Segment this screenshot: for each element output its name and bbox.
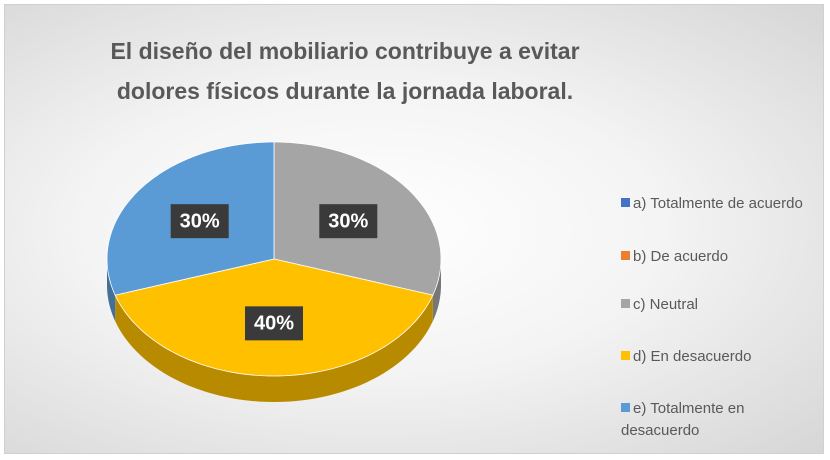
data-label: 40% (254, 313, 294, 335)
legend-item: d) En desacuerdo (621, 346, 816, 368)
legend-label: e) Totalmente en desacuerdo (621, 400, 745, 439)
legend-label: b) De acuerdo (633, 248, 729, 265)
legend-item: c) Neutral (621, 294, 816, 316)
legend-swatch (621, 251, 630, 260)
pie-chart: 30% 40% 30% (106, 141, 442, 402)
legend-label: a) Totalmente de acuerdo (633, 195, 803, 212)
legend-swatch (621, 351, 630, 360)
data-label: 30% (328, 210, 368, 232)
legend-item: e) Totalmente en desacuerdo (621, 398, 816, 442)
chart-area: El diseño del mobiliario contribuye a ev… (4, 4, 824, 454)
slice-side (107, 259, 116, 322)
chart-title: El diseño del mobiliario contribuye a ev… (110, 38, 580, 104)
data-label: 30% (180, 210, 220, 232)
legend-item: a) Totalmente de acuerdo (621, 193, 816, 215)
legend-swatch (621, 299, 630, 308)
legend-item: b) De acuerdo (621, 246, 816, 268)
slice-side (115, 295, 433, 402)
slice-side (432, 259, 441, 322)
legend-label: d) En desacuerdo (633, 348, 752, 365)
data-label-box (170, 204, 229, 239)
legend-label: c) Neutral (633, 296, 699, 313)
legend-swatch (621, 198, 630, 207)
legend-swatch (621, 403, 630, 412)
data-label-box (319, 204, 378, 239)
data-label-box (245, 306, 303, 341)
